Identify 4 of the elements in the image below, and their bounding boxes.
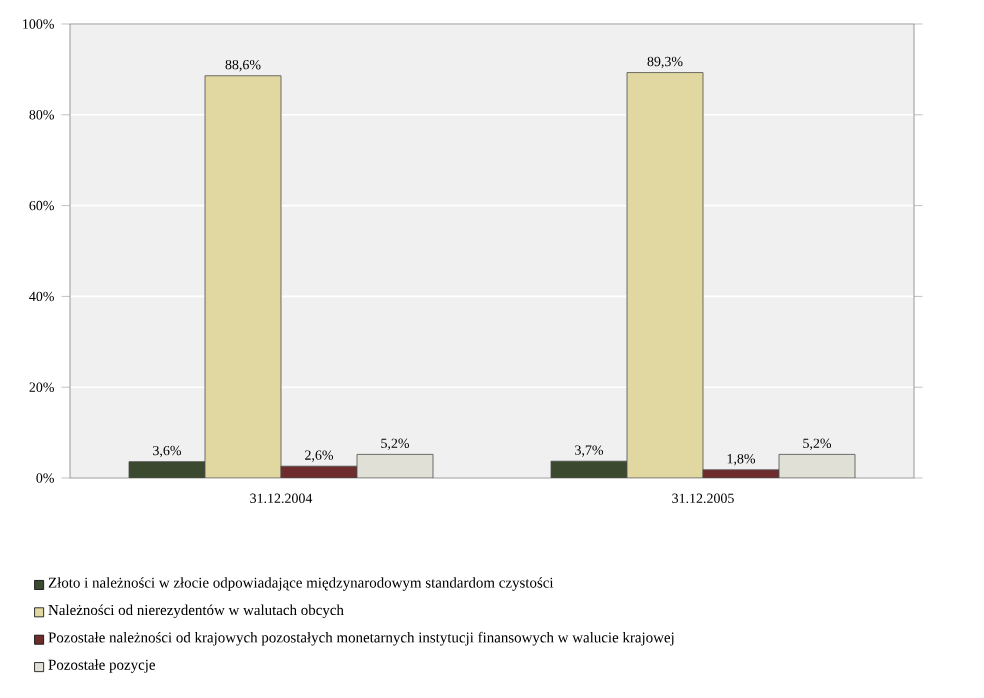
bar (626, 72, 704, 478)
bar (778, 453, 856, 478)
bar (204, 75, 282, 478)
bar (357, 454, 434, 478)
